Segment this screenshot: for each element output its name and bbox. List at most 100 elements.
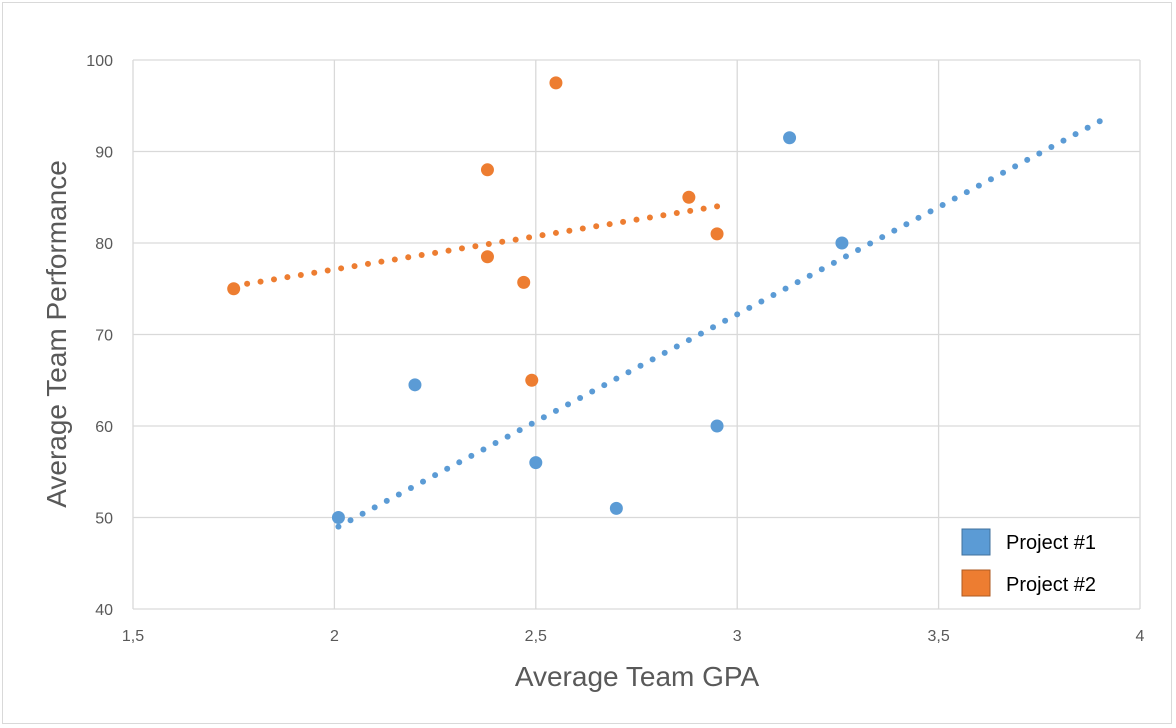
trendline-dot-series-1	[710, 324, 717, 331]
trendline-dot-series-2	[606, 221, 613, 228]
trendline-dot-series-2	[378, 258, 385, 265]
trendline-dot-series-1	[842, 253, 849, 260]
x-axis-tick-labels: 1,5 2 2,5 3 3,5 4	[122, 628, 1145, 645]
data-point-series-1	[783, 131, 797, 145]
y-axis-tick-labels: 40 50 60 70 80 90 100	[86, 53, 113, 619]
trendline-dot-series-2	[620, 218, 627, 225]
trendline-dot-series-2	[539, 232, 546, 239]
trendline-dot-series-1	[782, 285, 789, 292]
trendline-dot-series-1	[516, 427, 523, 434]
trendline-dot-series-1	[420, 478, 427, 485]
data-point-series-2	[549, 76, 563, 90]
trendline-dot-series-2	[472, 243, 479, 250]
trendline-dot-series-2	[485, 240, 492, 247]
trendline-dot-series-1	[577, 394, 584, 401]
data-point-series-1	[609, 501, 623, 515]
trendlines	[230, 118, 1103, 530]
data-point-series-2	[517, 275, 531, 289]
x-axis-title: Average Team GPA	[515, 661, 760, 692]
trendline-dot-series-1	[746, 304, 753, 311]
y-tick-label: 80	[95, 236, 113, 253]
y-tick-label: 90	[95, 145, 113, 162]
trendline-dot-series-1	[673, 343, 680, 350]
trendline-dot-series-1	[444, 465, 451, 472]
trendline-dot-series-2	[297, 271, 304, 278]
y-tick-label: 100	[86, 53, 113, 70]
y-tick-label: 40	[95, 602, 113, 619]
trendline-dot-series-1	[492, 440, 499, 447]
trendline-dot-series-1	[625, 369, 632, 376]
trendline-dot-series-1	[480, 446, 487, 453]
trendline-dot-series-2	[579, 225, 586, 232]
legend: Project #1 Project #2	[961, 528, 1096, 597]
trendline-dot-series-1	[867, 240, 874, 247]
trendline-dot-series-1	[685, 337, 692, 344]
trendline-dot-series-1	[552, 407, 559, 414]
data-point-series-1	[710, 419, 724, 433]
x-tick-label: 2,5	[525, 628, 547, 645]
trendline-dot-series-1	[1072, 131, 1079, 138]
x-tick-label: 3,5	[927, 628, 949, 645]
trendline-dot-series-1	[722, 317, 729, 324]
trendline-dot-series-1	[830, 259, 837, 266]
trendline-dot-series-2	[338, 265, 345, 272]
trendline-dot-series-1	[661, 349, 668, 356]
trendline-dot-series-2	[351, 263, 358, 270]
trendline-dot-series-1	[963, 189, 970, 196]
trendline-dot-series-2	[405, 254, 412, 261]
trendline-dot-series-1	[806, 272, 813, 279]
data-points	[227, 76, 849, 524]
trendline-dot-series-1	[637, 362, 644, 369]
trendline-dot-series-1	[1012, 163, 1019, 170]
trendline-dot-series-1	[383, 497, 390, 504]
trendline-dot-series-2	[364, 260, 371, 267]
trendline-dot-series-1	[347, 517, 354, 524]
trendline-dot-series-2	[391, 256, 398, 263]
trendline-dot-series-1	[987, 176, 994, 183]
trendline-dot-series-2	[284, 274, 291, 281]
trendline-dot-series-1	[613, 375, 620, 382]
trendline-dot-series-1	[1060, 137, 1067, 144]
trendline-dot-series-1	[371, 504, 378, 511]
data-point-series-1	[408, 378, 422, 392]
trendline-dot-series-1	[540, 414, 547, 421]
trendline-dot-series-2	[244, 280, 251, 287]
y-axis-title: Average Team Performance	[41, 160, 72, 508]
y-tick-label: 50	[95, 511, 113, 528]
data-point-series-1	[835, 236, 849, 250]
trendline-dot-series-1	[504, 433, 511, 440]
trendline-dot-series-1	[1048, 144, 1055, 151]
trendline-dot-series-2	[270, 276, 277, 283]
legend-swatch-project-1	[961, 528, 991, 556]
trendline-dot-series-1	[879, 234, 886, 241]
trendline-dot-series-1	[855, 246, 862, 253]
trendline-dot-series-2	[257, 278, 264, 285]
gridlines	[132, 59, 1141, 610]
legend-label-project-1: Project #1	[1006, 532, 1096, 554]
trendline-dot-series-1	[915, 214, 922, 221]
trendline-dot-series-1	[649, 356, 656, 363]
trendline-dot-series-2	[700, 205, 707, 212]
data-point-series-2	[525, 373, 539, 387]
legend-label-project-2: Project #2	[1006, 574, 1096, 596]
trendline-dot-series-1	[903, 221, 910, 228]
trendline-dot-series-2	[512, 236, 519, 243]
trendline-dot-series-1	[407, 485, 414, 492]
trendline-dot-series-2	[646, 214, 653, 221]
trendline-dot-series-2	[458, 245, 465, 252]
trendline-dot-series-1	[939, 201, 946, 208]
trendline-dot-series-1	[359, 510, 366, 517]
trendline-dot-series-1	[601, 382, 608, 389]
trendline-dot-series-1	[951, 195, 958, 202]
trendline-dot-series-1	[891, 227, 898, 234]
trendline-dot-series-2	[633, 216, 640, 223]
trendline-dot-series-1	[770, 292, 777, 299]
trendline-dot-series-1	[734, 311, 741, 318]
x-tick-label: 4	[1136, 628, 1145, 645]
trendline-dot-series-2	[311, 269, 318, 276]
trendline-dot-series-1	[1096, 118, 1103, 125]
legend-swatch-project-2	[961, 569, 991, 597]
y-tick-label: 60	[95, 419, 113, 436]
data-point-series-1	[529, 456, 543, 470]
trendline-dot-series-2	[445, 247, 452, 254]
